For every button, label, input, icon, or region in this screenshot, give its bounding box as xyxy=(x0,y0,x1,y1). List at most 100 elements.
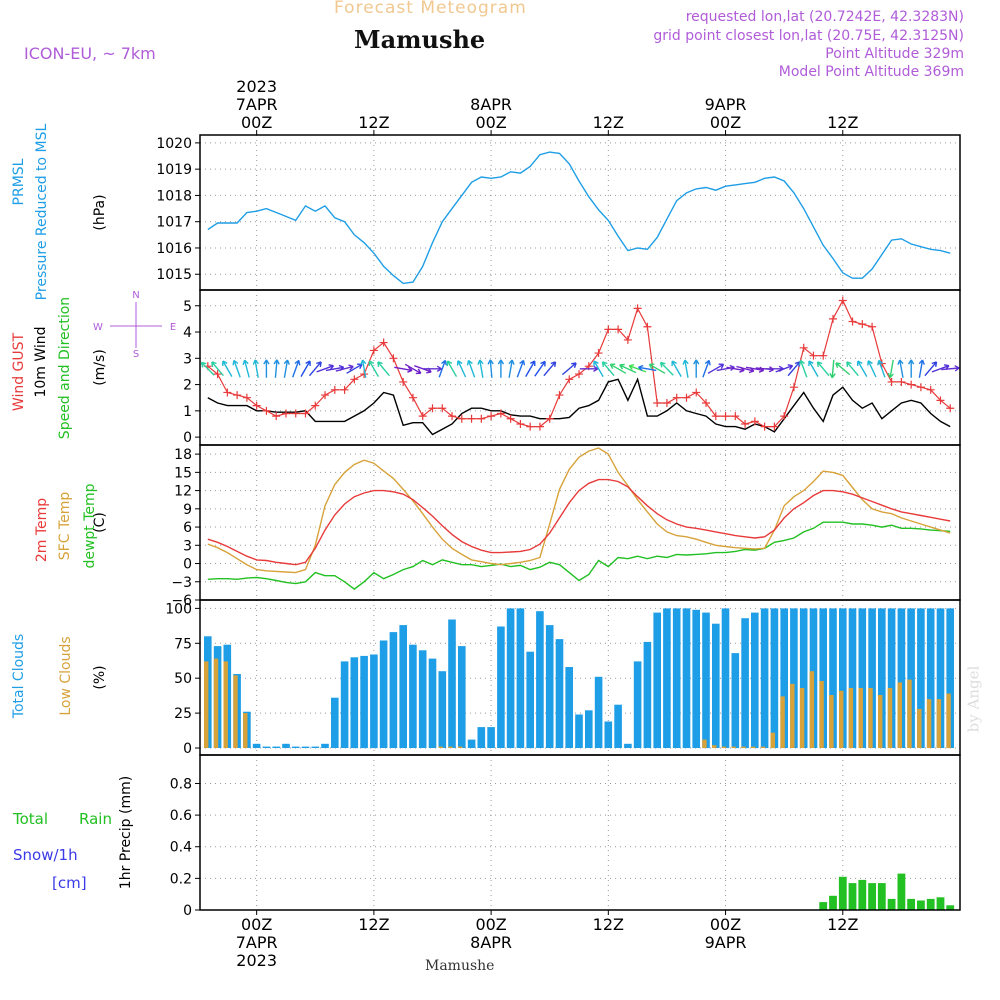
low-cloud-bar xyxy=(819,681,824,748)
gust-marker xyxy=(799,343,808,352)
time-label-top: 00Z xyxy=(710,113,741,132)
wind-direction-arrow xyxy=(829,359,836,379)
wind-direction-arrow xyxy=(941,365,960,372)
wind-direction-arrow xyxy=(799,359,808,378)
total-cloud-bar xyxy=(917,608,925,748)
precip-bar xyxy=(877,883,886,910)
time-label-top: 00Z xyxy=(475,113,506,132)
wind-direction-arrow xyxy=(438,359,447,378)
total-cloud-bar xyxy=(389,632,398,748)
precip-bar xyxy=(936,897,945,910)
wind-direction-arrow xyxy=(601,361,615,377)
wind-direction-arrow xyxy=(638,364,657,372)
gust-marker xyxy=(467,414,476,423)
precip-snow-label: Snow/1h xyxy=(13,846,78,864)
total-cloud-bar xyxy=(878,608,886,748)
y-tick-label: 100 xyxy=(165,601,192,617)
y-tick-label: 15 xyxy=(174,465,192,481)
total-cloud-bar xyxy=(653,612,661,749)
precip-bar xyxy=(907,898,915,910)
gust-marker xyxy=(213,370,222,379)
total-cloud-bar xyxy=(712,623,720,748)
gust-label: Wind GUST xyxy=(11,332,27,411)
total-cloud-bar xyxy=(624,743,632,748)
totalcloud-label: Total Clouds xyxy=(11,634,27,719)
panel-precip: 0 0.2 0.4 0.6 0.8 1hr Precip (mm) xyxy=(118,755,960,919)
total-cloud-bar xyxy=(536,611,544,748)
time-label-top: 9APR xyxy=(705,95,747,114)
time-label-bottom: 12Z xyxy=(358,915,389,934)
low-cloud-bar xyxy=(897,682,902,748)
wind-direction-arrow xyxy=(816,361,830,377)
total-cloud-bar xyxy=(370,654,378,749)
wind-direction-arrow xyxy=(593,360,604,377)
y-tick-label: 75 xyxy=(174,636,192,652)
panel-unit-label: (C) xyxy=(92,512,108,533)
total-cloud-bar xyxy=(868,608,876,748)
total-cloud-bar xyxy=(467,739,476,748)
gust-marker xyxy=(594,349,603,358)
time-label-bottom: 9APR xyxy=(705,933,747,952)
low-cloud-bar xyxy=(926,699,932,748)
low-cloud-bar xyxy=(848,688,854,748)
gust-marker xyxy=(770,422,779,431)
gust-marker xyxy=(829,314,838,323)
total-cloud-bar xyxy=(702,612,710,749)
gust-marker xyxy=(477,414,486,423)
gust-marker xyxy=(711,412,720,421)
gust-marker xyxy=(399,377,408,386)
y-tick-label: 25 xyxy=(174,706,192,722)
gust-marker xyxy=(653,398,662,407)
total-cloud-bar xyxy=(282,743,290,748)
total-cloud-bar xyxy=(555,639,564,748)
total-cloud-bar xyxy=(301,746,310,748)
gust-marker xyxy=(907,380,916,389)
wind-direction-arrow xyxy=(377,361,390,377)
low-cloud-bar xyxy=(790,683,795,748)
low-cloud-bar xyxy=(760,746,766,748)
time-label-top: 12Z xyxy=(358,113,389,132)
wind-direction-arrow xyxy=(394,366,413,373)
total-cloud-bar xyxy=(887,608,896,748)
panel-temperature: −6 −3 0 3 6 9 12 15 18 (C) xyxy=(92,445,960,609)
wind-direction-arrow xyxy=(263,359,270,378)
y-tick-label: 1 xyxy=(183,404,192,420)
low-cloud-bar xyxy=(839,690,844,749)
time-label-top: 12Z xyxy=(593,113,624,132)
gust-marker xyxy=(516,419,525,428)
total-cloud-bar xyxy=(506,608,515,748)
footer-location: Mamushe xyxy=(425,958,495,974)
y-tick-label: 0.6 xyxy=(170,808,192,824)
wind-direction-arrow xyxy=(316,364,335,373)
wind-direction-arrow xyxy=(508,359,515,378)
lowcloud-label: Low Clouds xyxy=(58,636,74,715)
gust-marker xyxy=(604,325,613,334)
precip-bar xyxy=(819,902,828,910)
dewpt-label: dewpt Temp xyxy=(82,483,98,568)
gust-marker xyxy=(887,377,896,386)
gust-marker xyxy=(301,409,310,418)
time-label-top: 00Z xyxy=(241,113,272,132)
total-cloud-bar xyxy=(614,704,622,748)
low-cloud-bar xyxy=(780,696,785,749)
point-altitude: Point Altitude 329m xyxy=(825,46,964,62)
y-tick-label: 1020 xyxy=(156,136,192,152)
total-cloud-bar xyxy=(409,644,417,748)
wind-direction-arrow xyxy=(200,361,215,376)
wind-direction-arrow xyxy=(300,360,311,377)
total-cloud-bar xyxy=(477,727,486,748)
low-cloud-bar xyxy=(829,695,834,749)
panel-unit-label: (hPa) xyxy=(92,194,108,230)
time-label-bottom: 12Z xyxy=(593,915,624,934)
wind-direction-arrow xyxy=(466,359,476,378)
gust-marker xyxy=(233,391,242,400)
low-cloud-bar xyxy=(204,661,209,748)
total-cloud-bar xyxy=(575,714,583,748)
y-tick-label: 1015 xyxy=(156,267,192,283)
pressure-label-prmsl: PRMSL xyxy=(11,158,27,205)
gust-marker xyxy=(916,383,925,392)
precip-bar xyxy=(829,895,837,910)
precip-bar xyxy=(926,898,935,910)
y-tick-label: −6 xyxy=(171,593,192,609)
